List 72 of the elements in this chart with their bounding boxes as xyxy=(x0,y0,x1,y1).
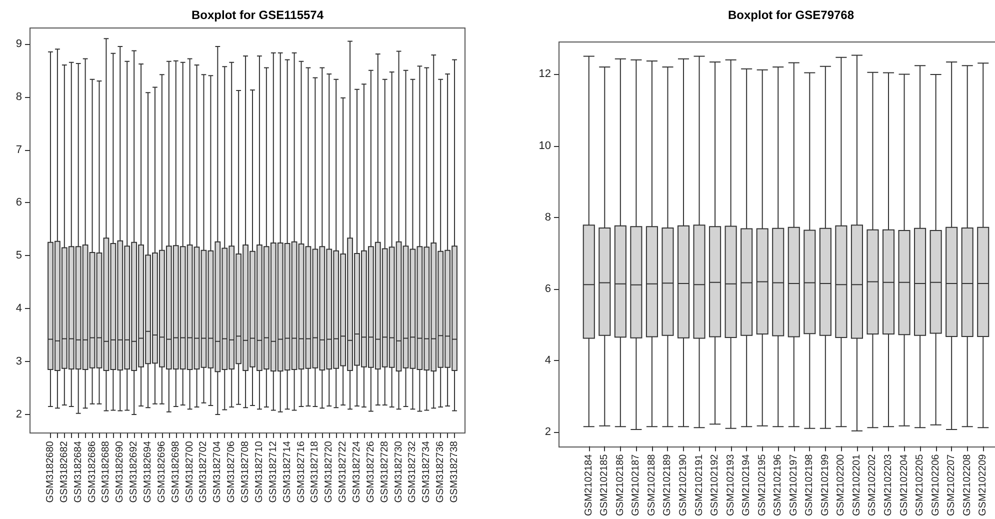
x-tick-label: GSM3182682 xyxy=(58,440,70,503)
chart-title: Boxplot for GSE79768 xyxy=(728,8,854,22)
x-tick-label: GSM3182704 xyxy=(212,440,224,503)
x-tick-label: GSM2102206 xyxy=(930,454,942,516)
y-tick-label: 8 xyxy=(544,211,551,224)
x-tick-label: GSM3182736 xyxy=(435,440,446,503)
x-tick-label: GSM3182720 xyxy=(324,440,335,503)
x-tick-label: GSM2102199 xyxy=(820,454,831,516)
x-tick-label: GSM3182716 xyxy=(296,440,307,503)
x-tick-label: GSM2102205 xyxy=(914,454,926,516)
x-tick-label: GSM2102196 xyxy=(772,454,784,516)
x-tick-label: GSM2102209 xyxy=(978,454,989,516)
y-tick-label: 9 xyxy=(16,38,22,50)
x-tick-label: GSM3182696 xyxy=(156,440,168,503)
x-tick-label: GSM3182708 xyxy=(240,440,252,503)
x-tick-label: GSM3182680 xyxy=(44,440,56,503)
x-tick-label: GSM3182684 xyxy=(72,440,84,503)
x-tick-label: GSM3182692 xyxy=(128,440,140,503)
x-tick-label: GSM2102204 xyxy=(898,454,910,516)
x-tick-label: GSM3182728 xyxy=(379,440,390,503)
x-tick-label: GSM2102189 xyxy=(662,454,674,516)
x-tick-label: GSM2102193 xyxy=(725,454,736,516)
x-tick-label: GSM2102208 xyxy=(962,454,973,516)
x-tick-label: GSM3182734 xyxy=(421,440,432,503)
x-tick-label: GSM2102187 xyxy=(630,454,642,516)
y-tick-label: 5 xyxy=(16,250,22,262)
x-tick-label: GSM3182698 xyxy=(170,440,182,503)
y-tick-label: 3 xyxy=(16,356,22,368)
y-tick-label: 2 xyxy=(16,408,22,420)
x-tick-label: GSM3182712 xyxy=(268,440,279,503)
x-tick-label: GSM3182690 xyxy=(114,440,126,503)
x-tick-label: GSM3182700 xyxy=(184,440,196,503)
y-tick-label: 4 xyxy=(16,302,22,315)
y-tick-label: 8 xyxy=(16,90,22,103)
x-tick-label: GSM3182702 xyxy=(198,440,210,503)
y-tick-label: 10 xyxy=(538,140,551,152)
x-tick-label: GSM2102186 xyxy=(614,454,626,516)
y-tick-label: 7 xyxy=(16,144,22,156)
x-tick-label: GSM2102190 xyxy=(678,454,689,516)
x-tick-label: GSM3182732 xyxy=(407,440,418,503)
x-tick-label: GSM3182694 xyxy=(142,440,154,503)
x-tick-label: GSM2102194 xyxy=(741,454,752,516)
y-tick-label: 12 xyxy=(538,68,551,80)
y-tick-label: 6 xyxy=(16,196,22,209)
x-tick-label: GSM3182730 xyxy=(393,440,404,503)
x-tick-label: GSM2102195 xyxy=(756,454,768,516)
x-tick-label: GSM2102207 xyxy=(946,454,958,516)
x-tick-label: GSM2102200 xyxy=(836,454,847,516)
x-tick-label: GSM2102198 xyxy=(804,454,816,516)
x-tick-label: GSM2102191 xyxy=(694,454,705,516)
x-tick-label: GSM2102197 xyxy=(788,454,800,516)
x-tick-label: GSM3182714 xyxy=(282,440,293,503)
x-tick-label: GSM2102188 xyxy=(646,454,658,516)
x-tick-label: GSM3182724 xyxy=(351,440,362,503)
x-tick-label: GSM3182710 xyxy=(254,440,265,503)
x-tick-label: GSM3182738 xyxy=(449,440,460,503)
y-tick-label: 2 xyxy=(544,426,551,438)
x-tick-label: GSM3182686 xyxy=(86,440,98,503)
x-tick-label: GSM2102203 xyxy=(883,454,894,516)
x-tick-label: GSM3182706 xyxy=(226,440,238,503)
x-tick-label: GSM3182726 xyxy=(365,440,376,503)
x-tick-label: GSM2102185 xyxy=(599,454,610,516)
x-tick-label: GSM2102184 xyxy=(583,454,594,516)
x-tick-label: GSM2102201 xyxy=(851,454,862,516)
x-tick-label: GSM3182722 xyxy=(338,440,349,503)
y-tick-label: 4 xyxy=(544,354,551,366)
x-tick-label: GSM3182718 xyxy=(310,440,321,503)
x-tick-label: GSM2102192 xyxy=(710,454,721,516)
y-tick-label: 6 xyxy=(544,282,551,295)
x-tick-label: GSM3182688 xyxy=(100,440,112,503)
chart-title: Boxplot for GSE115574 xyxy=(191,8,324,22)
x-tick-label: GSM2102202 xyxy=(867,454,878,516)
